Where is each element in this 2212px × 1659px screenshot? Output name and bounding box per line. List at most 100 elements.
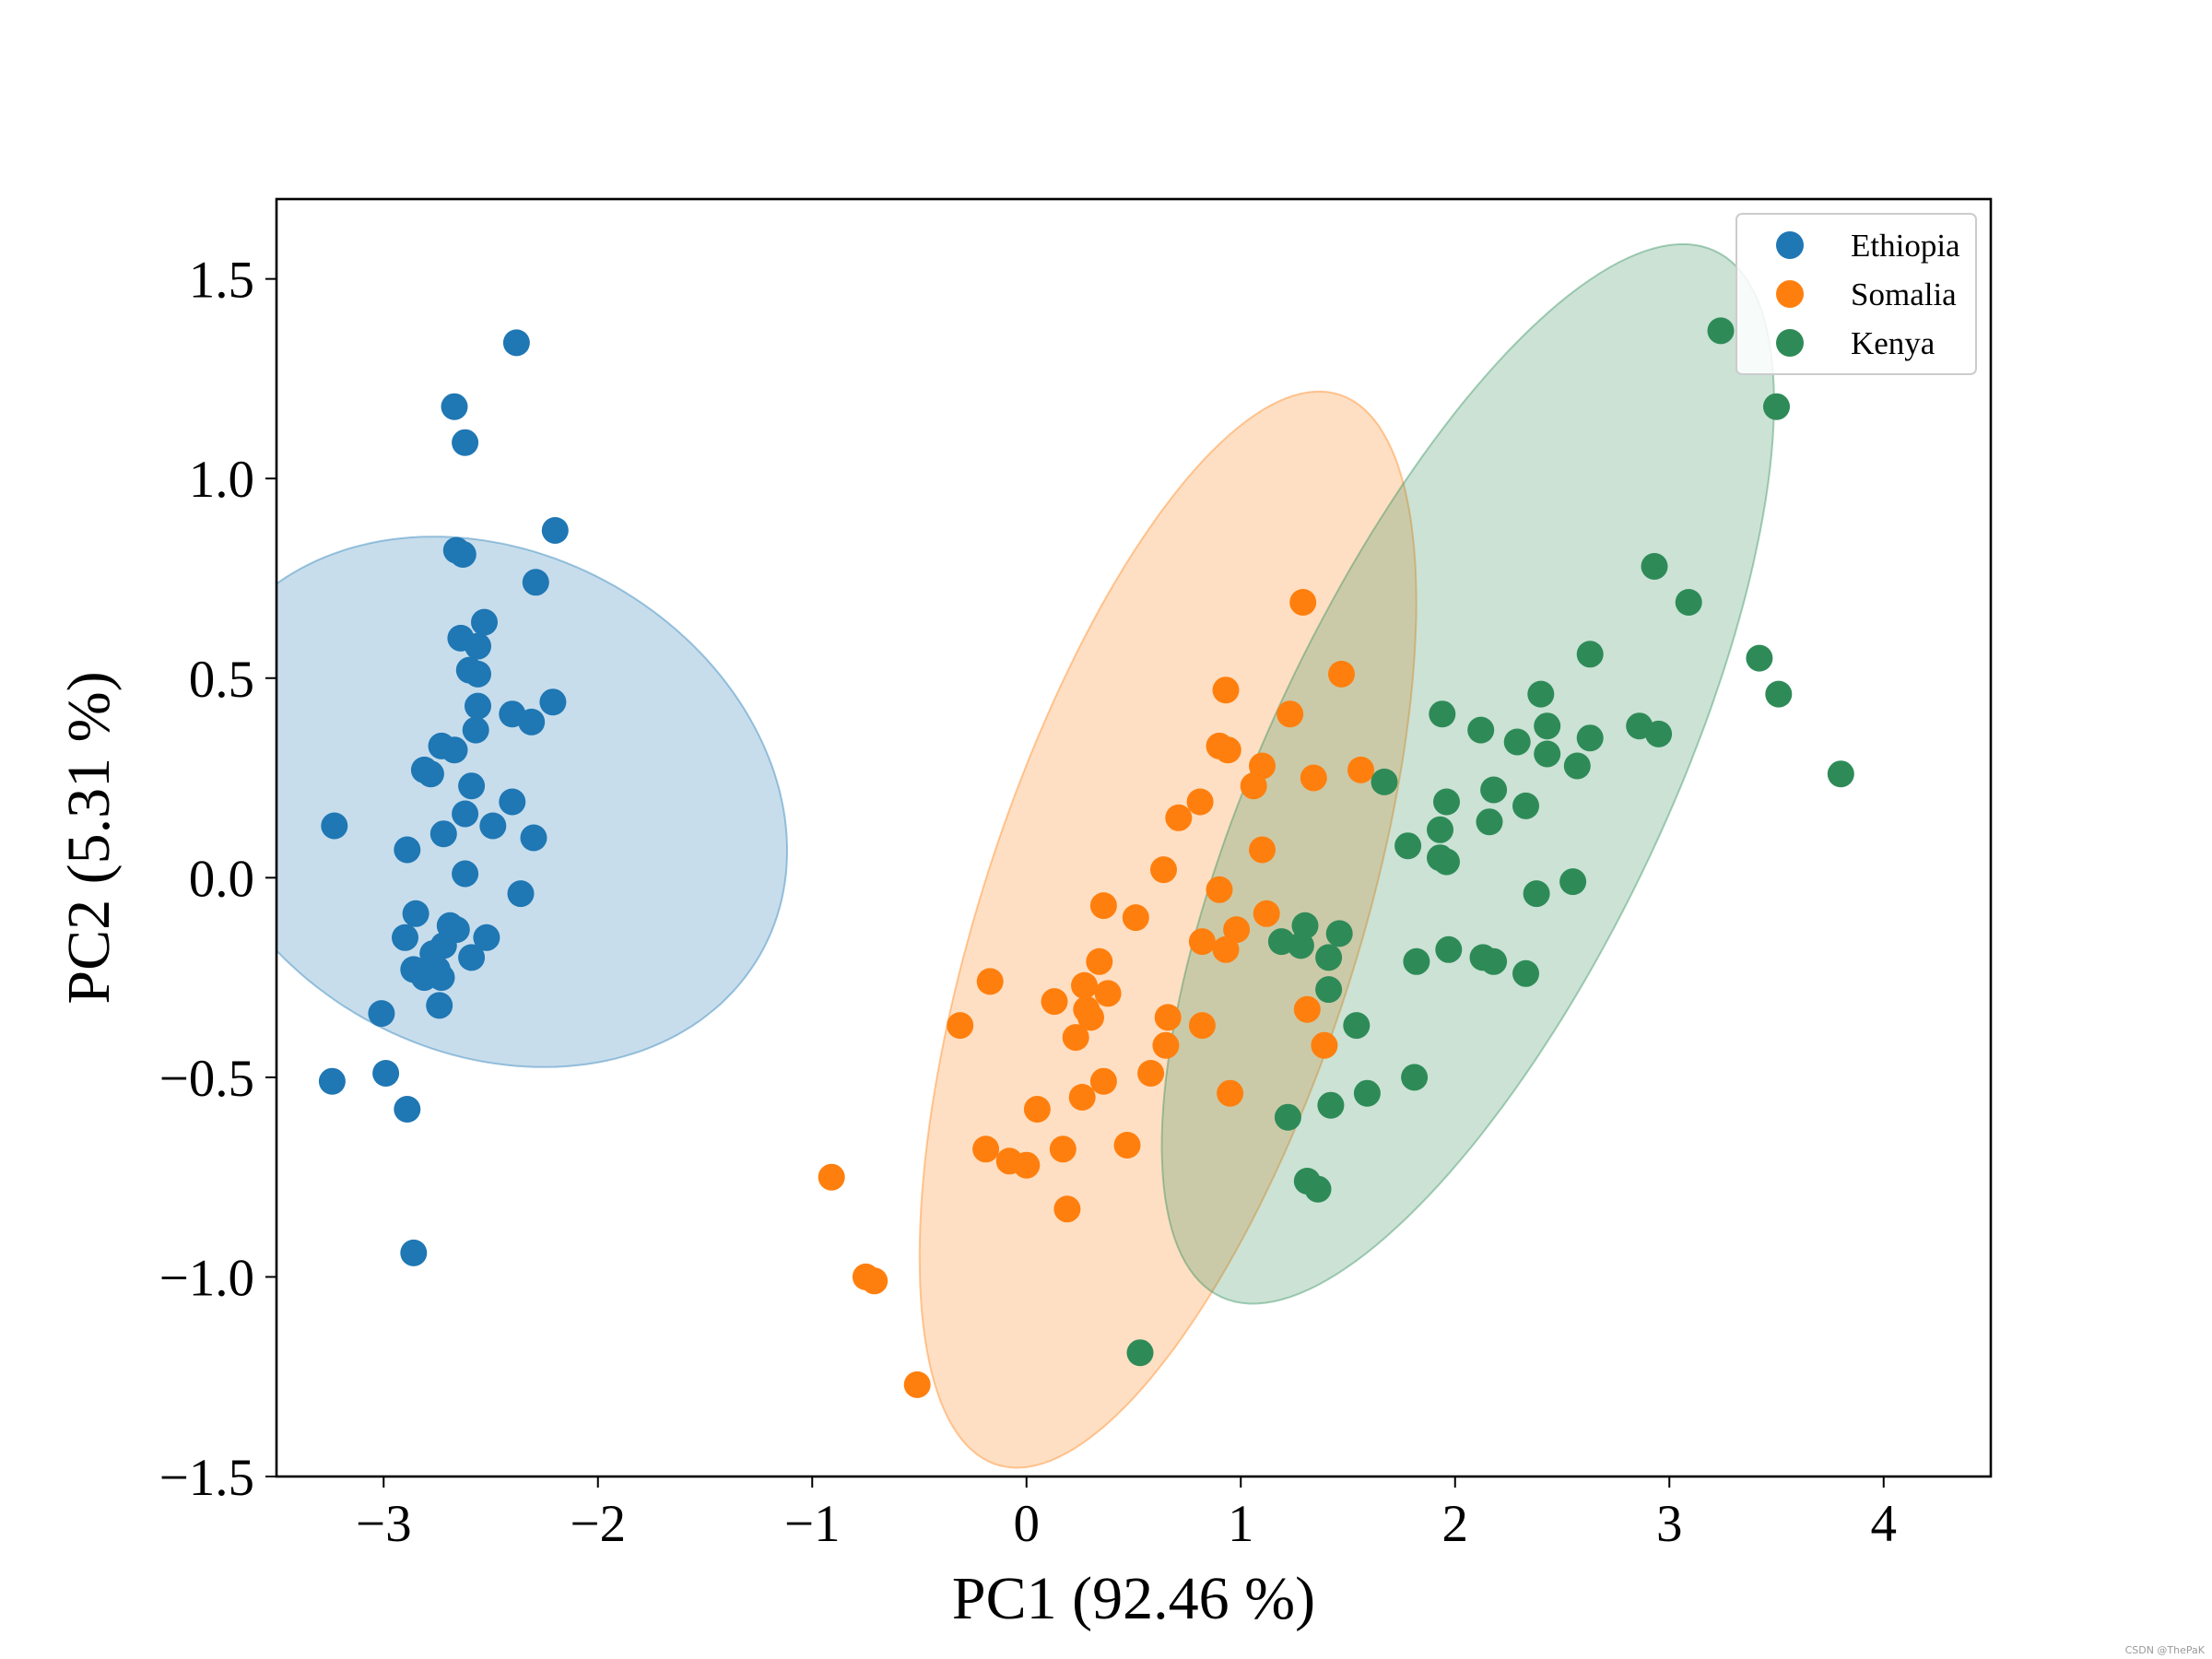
- point-somalia: [1217, 1079, 1244, 1107]
- point-ethiopia: [429, 820, 457, 848]
- y-tick-label: −1.0: [159, 1249, 254, 1307]
- point-ethiopia: [499, 788, 526, 816]
- point-kenya: [1429, 700, 1456, 728]
- point-ethiopia: [392, 924, 418, 951]
- point-kenya: [1527, 680, 1555, 708]
- point-ethiopia: [441, 736, 468, 764]
- point-kenya: [1480, 947, 1508, 975]
- ellipse-somalia: [918, 390, 1418, 1469]
- point-kenya: [1401, 1064, 1429, 1091]
- y-tick-label: −1.5: [159, 1449, 254, 1507]
- point-kenya: [1317, 1091, 1345, 1119]
- legend: Ethiopia Somalia Kenya: [1735, 213, 1977, 375]
- point-ethiopia: [465, 692, 491, 720]
- y-tick-label: −0.5: [159, 1050, 254, 1108]
- point-kenya: [1343, 1012, 1371, 1040]
- point-ethiopia: [417, 760, 444, 788]
- y-tick-label: 0.5: [189, 651, 254, 709]
- point-somalia: [1013, 1151, 1041, 1179]
- point-ethiopia: [458, 772, 486, 800]
- point-somalia: [1089, 1067, 1117, 1095]
- point-ethiopia: [394, 836, 421, 864]
- point-somalia: [1152, 1031, 1180, 1059]
- point-somalia: [1113, 1132, 1141, 1159]
- point-somalia: [1041, 988, 1068, 1016]
- point-kenya: [1512, 959, 1539, 987]
- point-somalia: [1094, 980, 1122, 1007]
- point-ethiopia: [520, 824, 547, 852]
- point-kenya: [1403, 947, 1430, 975]
- legend-marker-somalia: [1776, 280, 1804, 308]
- point-somalia: [1023, 1096, 1051, 1123]
- point-somalia: [1188, 928, 1216, 956]
- x-tick-label: 1: [1228, 1495, 1254, 1553]
- point-somalia: [1249, 836, 1276, 864]
- point-ethiopia: [502, 329, 530, 357]
- point-kenya: [1315, 976, 1343, 1004]
- point-kenya: [1746, 644, 1773, 672]
- point-ethiopia: [449, 541, 477, 568]
- point-kenya: [1675, 589, 1702, 616]
- point-ethiopia: [507, 880, 535, 908]
- point-somalia: [1188, 1012, 1216, 1040]
- point-somalia: [1293, 995, 1321, 1023]
- point-somalia: [1311, 1031, 1338, 1059]
- point-ethiopia: [321, 812, 348, 840]
- point-kenya: [1503, 728, 1531, 756]
- point-ethiopia: [458, 944, 486, 971]
- point-kenya: [1274, 1103, 1301, 1131]
- point-ethiopia: [462, 716, 489, 744]
- point-ethiopia: [471, 608, 498, 636]
- x-tick-label: −3: [356, 1495, 412, 1553]
- point-somalia: [1289, 589, 1317, 616]
- point-ethiopia: [452, 800, 479, 828]
- point-ethiopia: [318, 1067, 346, 1095]
- point-ethiopia: [426, 992, 453, 1019]
- legend-label-kenya: Kenya: [1851, 325, 1936, 361]
- point-somalia: [1347, 756, 1374, 783]
- point-kenya: [1304, 1175, 1332, 1203]
- x-tick-label: 2: [1442, 1495, 1469, 1553]
- point-somalia: [1089, 892, 1117, 920]
- point-kenya: [1353, 1079, 1381, 1107]
- legend-label-somalia: Somalia: [1851, 276, 1957, 312]
- point-kenya: [1467, 716, 1495, 744]
- point-somalia: [1212, 677, 1240, 704]
- point-ethiopia: [394, 1096, 421, 1123]
- point-kenya: [1435, 935, 1463, 963]
- y-axis-label: PC2 (5.31 %): [55, 671, 123, 1004]
- point-somalia: [1077, 1004, 1104, 1031]
- point-somalia: [1165, 804, 1193, 831]
- legend-marker-kenya: [1776, 329, 1804, 357]
- point-ethiopia: [372, 1060, 400, 1087]
- point-kenya: [1371, 768, 1398, 795]
- point-ethiopia: [452, 429, 479, 456]
- point-somalia: [1240, 772, 1267, 800]
- point-kenya: [1707, 317, 1735, 345]
- point-kenya: [1394, 832, 1422, 860]
- y-tick-label: 0.0: [189, 850, 254, 908]
- point-somalia: [976, 968, 1004, 995]
- data-points: [318, 317, 1854, 1398]
- x-axis-label: PC1 (92.46 %): [952, 1565, 1315, 1632]
- point-ethiopia: [473, 924, 500, 951]
- point-somalia: [1223, 916, 1251, 944]
- point-somalia: [1068, 1084, 1096, 1111]
- plot-frame: [275, 197, 1993, 1478]
- point-ethiopia: [428, 964, 455, 992]
- point-kenya: [1763, 393, 1790, 420]
- point-ethiopia: [465, 660, 491, 688]
- point-somalia: [903, 1371, 931, 1398]
- x-tick-label: 0: [1014, 1495, 1041, 1553]
- point-kenya: [1512, 792, 1539, 819]
- point-ethiopia: [452, 860, 479, 888]
- confidence-ellipses: [276, 242, 1775, 1469]
- point-kenya: [1427, 816, 1453, 843]
- point-somalia: [1300, 764, 1327, 792]
- point-somalia: [1062, 1024, 1089, 1052]
- x-axis-ticks: −3 −2 −1 0 1 2 3 4: [356, 1477, 1897, 1553]
- x-tick-label: −1: [784, 1495, 841, 1553]
- point-kenya: [1534, 712, 1561, 740]
- point-somalia: [972, 1135, 1000, 1163]
- point-kenya: [1433, 848, 1460, 876]
